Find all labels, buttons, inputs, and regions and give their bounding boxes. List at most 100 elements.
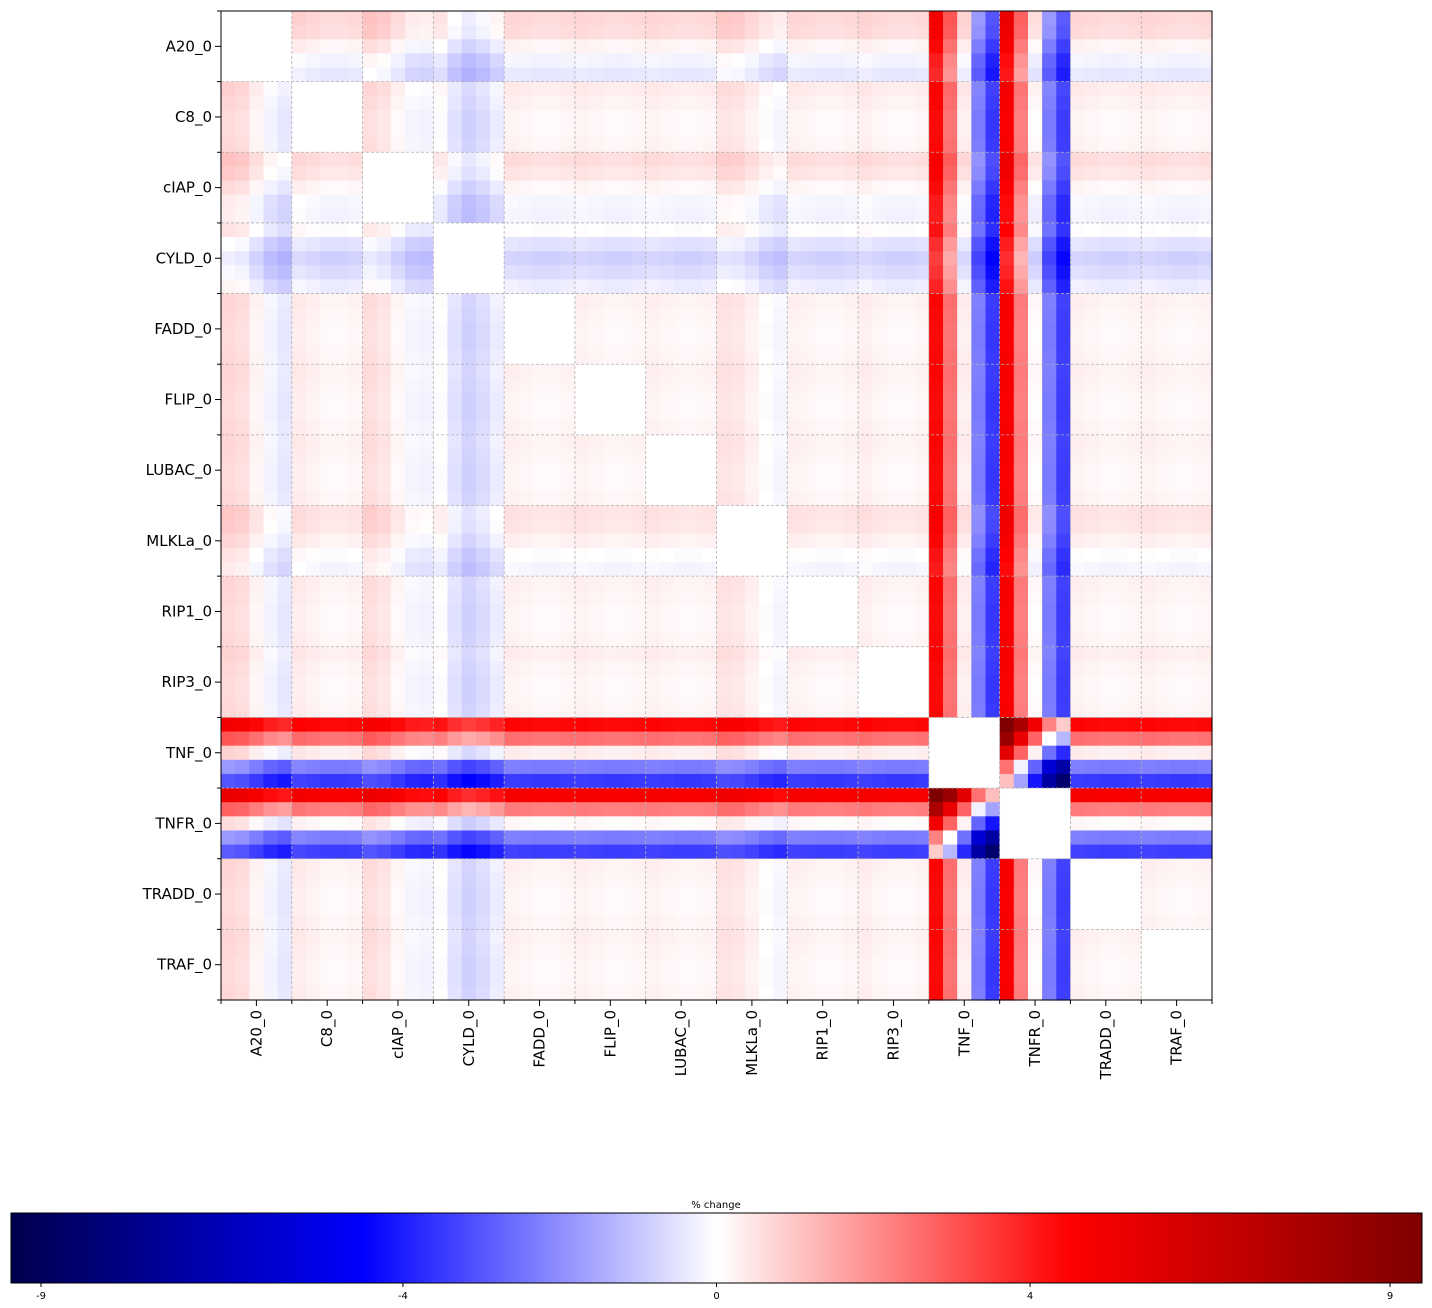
heatmap-cell — [560, 618, 576, 634]
heatmap-cell — [504, 53, 519, 69]
heatmap-cell — [320, 547, 335, 563]
heatmap-cell — [532, 858, 548, 874]
heatmap-cell — [221, 830, 236, 846]
heatmap-cell — [1141, 208, 1156, 224]
heatmap-cell — [829, 519, 845, 535]
heatmap-cell — [362, 25, 378, 40]
heatmap-cell — [758, 11, 774, 26]
heatmap-cell — [1155, 265, 1171, 281]
heatmap-cell — [1056, 519, 1072, 535]
heatmap-cell — [631, 378, 647, 394]
heatmap-cell — [900, 81, 916, 97]
heatmap-cell — [1098, 632, 1114, 648]
heatmap-cell — [1027, 237, 1043, 252]
heatmap-cell — [532, 434, 548, 450]
heatmap-cell — [645, 124, 661, 139]
heatmap-cell — [1056, 463, 1072, 478]
heatmap-cell — [1027, 646, 1043, 662]
heatmap-cell — [688, 872, 703, 888]
heatmap-cell — [843, 830, 859, 846]
heatmap-cell — [504, 434, 519, 450]
heatmap-cell — [886, 350, 902, 365]
heatmap-cell — [943, 434, 958, 450]
heatmap-cell — [532, 576, 548, 591]
heatmap-cell — [730, 180, 746, 196]
heatmap-cell — [943, 109, 958, 125]
heatmap-cell — [334, 703, 350, 719]
heatmap-cell — [872, 95, 887, 111]
heatmap-cell — [886, 886, 902, 902]
heatmap-cell — [999, 957, 1015, 973]
heatmap-cell — [900, 745, 916, 761]
heatmap-cell — [1141, 180, 1156, 196]
heatmap-cell — [858, 745, 873, 761]
heatmap-cell — [886, 81, 902, 97]
heatmap-cell — [305, 265, 321, 281]
heatmap-cell — [730, 731, 746, 747]
heatmap-cell — [801, 251, 817, 266]
heatmap-cell — [1013, 886, 1029, 902]
heatmap-cell — [447, 957, 463, 973]
heatmap-cell — [1013, 67, 1029, 83]
heatmap-cell — [914, 872, 930, 888]
heatmap-cell — [716, 547, 732, 563]
heatmap-cell — [914, 788, 930, 803]
heatmap-cell — [1070, 279, 1086, 295]
heatmap-cell — [560, 703, 576, 719]
heatmap-cell — [433, 590, 449, 605]
heatmap-cell — [900, 39, 916, 54]
heatmap-cell — [1084, 166, 1100, 182]
heatmap-cell — [886, 491, 902, 507]
heatmap-cell — [971, 505, 987, 521]
heatmap-cell — [1013, 321, 1029, 337]
heatmap-cell — [574, 392, 590, 408]
heatmap-cell — [348, 25, 364, 40]
heatmap-cell — [291, 491, 307, 507]
heatmap-cell — [730, 689, 746, 704]
heatmap-cell — [1042, 491, 1057, 507]
heatmap-cell — [688, 208, 703, 224]
heatmap-cell — [758, 731, 774, 747]
heatmap-cell — [758, 477, 774, 492]
heatmap-cell — [900, 293, 916, 309]
heatmap-cell — [291, 350, 307, 365]
heatmap-cell — [971, 788, 987, 803]
heatmap-cell — [419, 406, 434, 422]
heatmap-cell — [475, 971, 491, 987]
heatmap-cell — [985, 95, 1001, 111]
heatmap-cell — [730, 448, 746, 464]
heatmap-cell — [546, 11, 562, 26]
heatmap-cell — [716, 109, 732, 125]
heatmap-cell — [461, 463, 477, 478]
heatmap-cell — [744, 689, 760, 704]
heatmap-cell — [348, 194, 364, 210]
heatmap-cell — [277, 138, 293, 153]
heatmap-cell — [843, 11, 859, 26]
heatmap-cell — [957, 39, 972, 54]
heatmap-cell — [277, 194, 293, 210]
heatmap-cell — [263, 604, 279, 620]
heatmap-cell — [504, 138, 519, 153]
heatmap-cell — [730, 364, 746, 379]
heatmap-cell — [659, 562, 675, 577]
heatmap-cell — [631, 717, 647, 733]
heatmap-cell — [376, 773, 392, 789]
heatmap-cell — [645, 166, 661, 182]
heatmap-cell — [589, 985, 604, 1001]
heatmap-cell — [405, 237, 420, 252]
heatmap-cell — [1141, 816, 1156, 832]
heatmap-cell — [702, 420, 718, 436]
heatmap-cell — [447, 208, 463, 224]
heatmap-cell — [1027, 731, 1043, 747]
heatmap-cell — [390, 689, 406, 704]
heatmap-cell — [305, 773, 321, 789]
heatmap-cell — [1141, 237, 1156, 252]
heatmap-cell — [461, 307, 477, 323]
heatmap-cell — [1042, 886, 1057, 902]
heatmap-cell — [1197, 929, 1213, 945]
heatmap-cell — [1070, 604, 1086, 620]
heatmap-cell — [674, 265, 689, 281]
heatmap-cell — [461, 533, 477, 549]
heatmap-cell — [603, 505, 618, 521]
heatmap-cell — [1070, 731, 1086, 747]
